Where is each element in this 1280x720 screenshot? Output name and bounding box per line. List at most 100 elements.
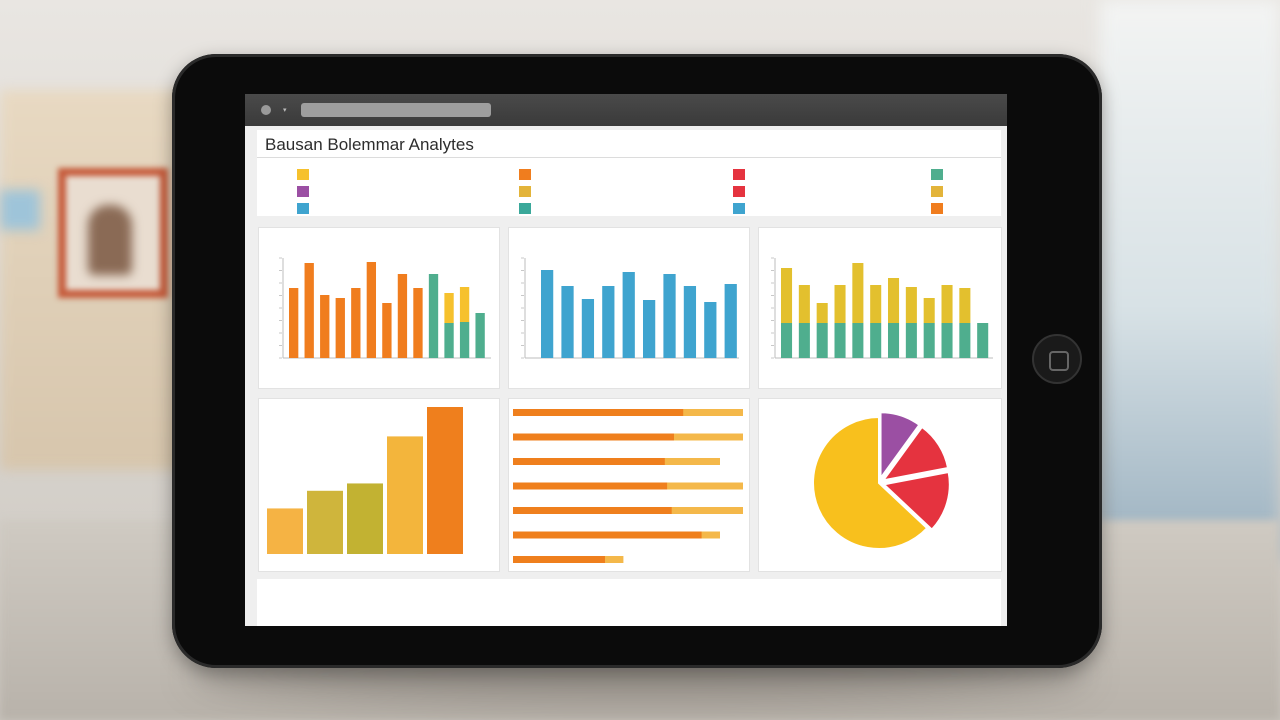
bar: [798, 285, 810, 323]
bar: [977, 323, 989, 358]
bar: [852, 323, 864, 358]
chevron-down-icon: ▾: [283, 107, 287, 114]
bar: [513, 409, 684, 416]
bar: [444, 293, 454, 323]
background-blue-patch: [0, 190, 40, 230]
bar: [397, 274, 408, 358]
chart-panel-5[interactable]: [509, 399, 749, 571]
app-logo-icon: [261, 105, 271, 115]
bar: [561, 286, 574, 358]
legend-item: [733, 183, 753, 200]
legend-swatch: [931, 203, 943, 214]
legend-swatch: [733, 186, 745, 197]
legend-swatch: [519, 203, 531, 214]
legend-swatch: [519, 186, 531, 197]
page-title: Bausan Bolemmar Analytes: [265, 135, 474, 154]
horizontal-bar-chart: [513, 409, 743, 563]
bar: [941, 285, 953, 323]
bar: [959, 288, 971, 323]
bar: [663, 274, 676, 358]
legend-column: [297, 166, 317, 217]
legend-swatch: [297, 186, 309, 197]
bar-chart-2: [521, 257, 739, 359]
bar: [267, 508, 303, 554]
bar: [834, 285, 846, 323]
legend-item: [519, 200, 539, 217]
bar: [941, 323, 953, 358]
bar-chart-3: [771, 257, 993, 359]
bar: [304, 263, 314, 358]
chart-panel-6[interactable]: [759, 399, 1001, 571]
legend-item: [519, 166, 539, 183]
bar-chart-4: [267, 407, 463, 554]
pie-slice: [880, 425, 950, 482]
bar: [959, 323, 971, 358]
bar: [351, 288, 361, 358]
legend-item: [297, 166, 317, 183]
chart-panel-3[interactable]: [759, 228, 1001, 388]
legend-column: [519, 166, 539, 217]
pie-slice: [881, 470, 951, 531]
legend-column: [733, 166, 753, 217]
bar: [541, 270, 554, 358]
bar: [289, 288, 299, 358]
bar: [382, 303, 392, 358]
legend-item: [297, 200, 317, 217]
bar: [459, 287, 470, 322]
bar: [347, 483, 383, 554]
bar-chart-1: [279, 257, 491, 359]
bar: [724, 284, 737, 358]
background-window: [1100, 0, 1280, 560]
legend-swatch: [733, 203, 745, 214]
bar: [513, 482, 668, 490]
bar: [513, 556, 605, 563]
chart-panel-2[interactable]: [509, 228, 749, 388]
legend-item: [733, 166, 753, 183]
app-menu[interactable]: ▾: [261, 105, 287, 115]
chart-panel-1[interactable]: [259, 228, 499, 388]
legend-swatch: [519, 169, 531, 180]
bar: [428, 274, 439, 358]
home-button[interactable]: [1032, 334, 1082, 384]
legend-item: [931, 200, 951, 217]
bar: [923, 323, 935, 358]
bar: [513, 433, 674, 441]
bar: [816, 303, 828, 323]
legend-swatch: [733, 169, 745, 180]
bar: [905, 323, 917, 358]
background-figure: [88, 205, 132, 275]
pie-slice: [812, 415, 929, 550]
bar: [475, 313, 485, 358]
bar: [816, 323, 828, 358]
bar: [643, 300, 656, 358]
bar: [888, 323, 900, 358]
bar: [513, 531, 702, 539]
title-row: Bausan Bolemmar Analytes: [257, 130, 1001, 158]
bar: [870, 285, 882, 323]
chart-panel-4[interactable]: [259, 399, 499, 571]
bar: [513, 458, 665, 465]
legend-swatch: [297, 169, 309, 180]
bar: [427, 407, 463, 554]
legend-item: [733, 200, 753, 217]
legend-item: [931, 183, 951, 200]
bar: [923, 298, 935, 323]
bar: [366, 262, 377, 358]
bar: [413, 288, 423, 358]
search-input[interactable]: [300, 103, 491, 117]
bar: [905, 287, 917, 323]
bar: [459, 322, 470, 358]
bar: [888, 278, 900, 323]
legend-column: [931, 166, 951, 217]
app-topbar: ▾: [245, 94, 1007, 126]
bar: [870, 323, 882, 358]
legend-swatch: [931, 186, 943, 197]
pie-chart: [812, 411, 951, 550]
bar: [602, 286, 615, 358]
bar: [798, 323, 810, 358]
pie-slice: [879, 411, 921, 482]
bar: [704, 302, 717, 358]
bar: [781, 268, 793, 323]
bar: [683, 286, 697, 358]
legend-item: [519, 183, 539, 200]
